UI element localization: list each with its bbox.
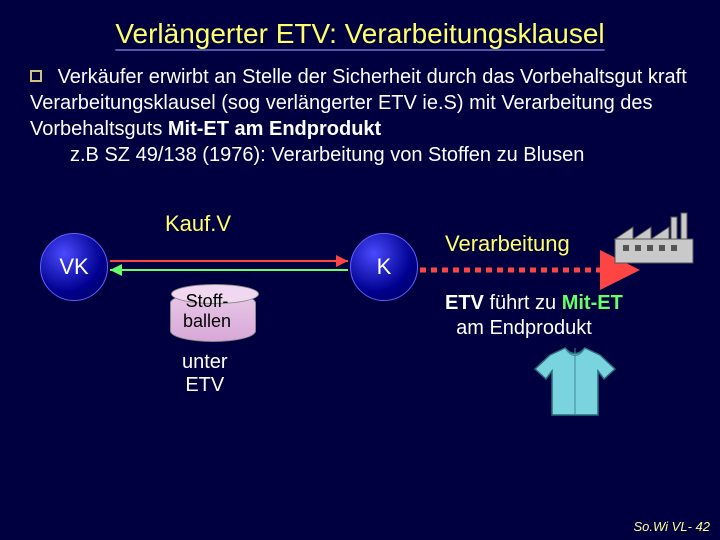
bullet-text-main: Verkäufer erwirbt an Stelle der Sicherhe… [30,66,687,140]
slide-title: Verlängerter ETV: Verarbeitungsklausel [0,0,720,56]
mitet-green: Mit-ET [562,292,623,314]
unter-etv-label: unter ETV [182,351,228,397]
slide-number: So.Wi VL- 42 [634,519,710,534]
stoff-text: Stoff- ballen [183,291,231,331]
stoffballen-label: Stoff- ballen [183,292,231,332]
mitet-suffix: am Endprodukt [456,317,592,339]
side-credit: Barta : Zivilrecht online [0,418,2,530]
mitet-text: ETV führt zu Mit-ET am Endprodukt [445,291,623,341]
shirt-icon [530,343,620,423]
bullet-subline: z.B SZ 49/138 (1976): Verarbeitung von S… [30,142,690,168]
bullet-marker-icon [30,70,42,82]
mitet-mid: führt zu [484,292,562,314]
bullet-block: Verkäufer erwirbt an Stelle der Sicherhe… [0,56,720,168]
factory-icon [615,213,693,263]
mitet-prefix: ETV [445,292,484,314]
diagram-area: VK K Kauf.V Stoff- ballen unter ETV Vera… [0,173,720,473]
bullet-line1b: Mit-ET am Endprodukt [168,118,381,140]
